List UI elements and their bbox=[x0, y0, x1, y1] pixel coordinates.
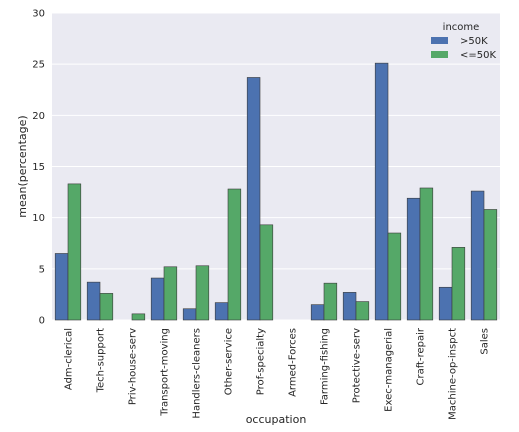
y-tick-label: 15 bbox=[32, 162, 45, 173]
x-tick-label: Adm-clerical bbox=[64, 328, 75, 390]
legend-label: >50K bbox=[460, 36, 488, 47]
x-tick-label: Other-service bbox=[224, 328, 235, 395]
bar-le50k bbox=[259, 224, 274, 321]
x-axis-label: occupation bbox=[246, 413, 307, 426]
x-tick-label: Machine-op-inspct bbox=[448, 328, 459, 420]
grid-lines bbox=[52, 12, 500, 321]
y-tick-label: 30 bbox=[32, 9, 45, 20]
y-tick-label: 20 bbox=[32, 111, 45, 122]
bar-le50k bbox=[99, 293, 114, 321]
bar-gt50k bbox=[342, 292, 357, 321]
y-axis-label: mean(percentage) bbox=[16, 115, 29, 217]
bar-le50k bbox=[387, 232, 402, 321]
legend-label: <=50K bbox=[460, 50, 496, 61]
x-tick-label: Farming-fishing bbox=[320, 328, 331, 405]
x-tick-label: Sales bbox=[480, 328, 491, 355]
bar-gt50k bbox=[310, 304, 325, 321]
bar-gt50k bbox=[150, 277, 165, 321]
legend-title: income bbox=[443, 22, 480, 33]
y-tick-labels: 0 5 10 15 20 25 30 bbox=[32, 9, 45, 327]
bar-le50k bbox=[195, 265, 210, 321]
bar-gt50k bbox=[246, 77, 261, 321]
bar-le50k bbox=[163, 266, 178, 321]
bar-gt50k bbox=[214, 302, 229, 321]
bar-le50k bbox=[483, 209, 498, 321]
x-tick-label: Armed-Forces bbox=[288, 328, 299, 397]
x-tick-label: Tech-support bbox=[96, 328, 107, 393]
bar-gt50k bbox=[54, 253, 69, 321]
bar-le50k bbox=[451, 247, 466, 321]
x-tick-label: Exec-managerial bbox=[384, 328, 395, 412]
bar-le50k bbox=[67, 183, 82, 321]
x-tick-label: Craft-repair bbox=[416, 327, 427, 385]
y-tick-label: 5 bbox=[39, 264, 45, 275]
bar-le50k bbox=[323, 282, 338, 321]
x-tick-label: Protective-serv bbox=[352, 328, 363, 403]
bar-gt50k bbox=[470, 190, 485, 321]
bars-group bbox=[54, 62, 498, 321]
y-tick-label: 10 bbox=[32, 213, 45, 224]
bar-le50k bbox=[131, 313, 146, 321]
bar-gt50k bbox=[182, 308, 197, 321]
x-tick-label: Priv-house-serv bbox=[128, 328, 139, 405]
bar-le50k bbox=[419, 187, 434, 321]
x-tick-labels: Adm-clerical Tech-support Priv-house-serv T… bbox=[64, 327, 491, 420]
legend-swatch bbox=[431, 51, 448, 58]
y-tick-label: 0 bbox=[39, 316, 45, 327]
bar-le50k bbox=[227, 188, 242, 321]
legend: income >50K <=50K bbox=[431, 22, 496, 61]
y-tick-label: 25 bbox=[32, 60, 45, 71]
bar-gt50k bbox=[406, 197, 421, 321]
bar-gt50k bbox=[86, 281, 101, 321]
x-tick-label: Prof-specialty bbox=[256, 328, 267, 395]
x-tick-label: Handlers-cleaners bbox=[192, 328, 203, 419]
bar-gt50k bbox=[438, 286, 453, 321]
bar-le50k bbox=[355, 301, 370, 321]
legend-swatch bbox=[431, 37, 448, 44]
bar-gt50k bbox=[374, 62, 389, 321]
x-tick-label: Transport-moving bbox=[160, 328, 171, 417]
